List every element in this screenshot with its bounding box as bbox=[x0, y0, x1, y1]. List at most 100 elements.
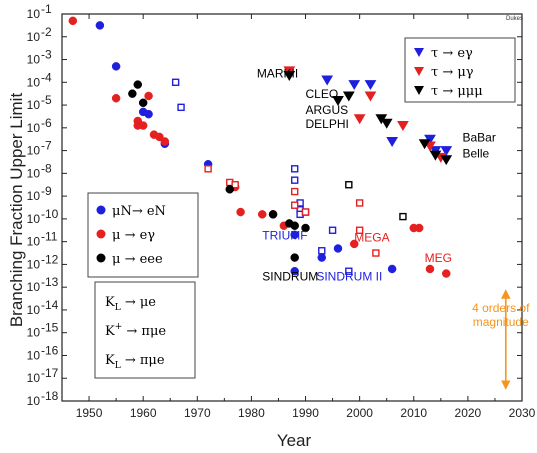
y-tick-label: 10 bbox=[27, 280, 41, 294]
point-μN-eN-open bbox=[328, 226, 337, 234]
point-μ-eγ-open bbox=[301, 208, 310, 216]
legend-marker bbox=[96, 253, 106, 263]
point-μ-eγ bbox=[160, 137, 170, 146]
point-μ-eee bbox=[301, 223, 310, 233]
legend-marker bbox=[414, 67, 424, 76]
y-tick-exponent: -7 bbox=[41, 139, 52, 153]
mu-legend-box bbox=[87, 192, 199, 278]
point-μ-eee-open bbox=[399, 212, 407, 221]
legend-marker bbox=[414, 86, 424, 95]
annotation-label: TRIUMF bbox=[262, 228, 307, 242]
legend-entry: τ → μγ bbox=[431, 65, 474, 80]
point-μ-eγ-open bbox=[372, 249, 380, 257]
point-μ-eγ bbox=[144, 91, 153, 101]
y-tick-exponent: -2 bbox=[41, 25, 52, 39]
point-τ-μμμ bbox=[380, 118, 393, 129]
arrow-note-text: 4 orders of bbox=[472, 301, 530, 315]
annotation-label: SINDRUM II bbox=[316, 269, 382, 283]
legend-marker bbox=[96, 229, 106, 239]
point-μN-eN bbox=[387, 264, 397, 274]
y-tick-label: 10 bbox=[27, 144, 41, 158]
legend-entry: μ → eγ bbox=[112, 228, 155, 243]
annotation-label: BaBar bbox=[462, 130, 495, 144]
y-tick-exponent: -16 bbox=[41, 343, 59, 357]
annotation-label: Belle bbox=[462, 146, 489, 160]
point-μ-eγ-open bbox=[204, 165, 212, 173]
point-μN-eN-open bbox=[291, 176, 299, 184]
point-μ-eγ bbox=[414, 223, 424, 233]
y-tick-label: 10 bbox=[27, 189, 41, 203]
y-tick-label: 10 bbox=[27, 235, 41, 249]
point-μN-eN bbox=[290, 266, 299, 276]
annotation-label: MEGA bbox=[354, 231, 389, 245]
point-μ-eγ bbox=[155, 132, 164, 142]
point-μN-eN bbox=[144, 109, 153, 119]
point-μ-eee bbox=[268, 210, 278, 219]
x-axis-title: Year bbox=[277, 431, 312, 450]
point-μ-eγ bbox=[68, 16, 78, 26]
kaon-legend-entry: KL → μe bbox=[105, 295, 156, 313]
y-tick-label: 10 bbox=[27, 371, 41, 385]
axes bbox=[61, 13, 523, 402]
x-tick-label: 2000 bbox=[346, 406, 373, 420]
legends: τ → eγ τ → μγ τ → μμμ μN→ eN μ → eγ μ → eee KL… bbox=[87, 37, 516, 379]
point-μN-eN-open bbox=[171, 78, 180, 86]
y-tick-exponent: -1 bbox=[41, 2, 52, 16]
y-tick-label: 10 bbox=[27, 75, 41, 89]
y-tick-exponent: -3 bbox=[41, 48, 52, 62]
legend-marker bbox=[96, 205, 106, 215]
y-tick-exponent: -9 bbox=[41, 184, 52, 198]
y-tick-exponent: -18 bbox=[41, 389, 59, 403]
y-axis-title: Branching Fraction Upper Limit bbox=[7, 93, 26, 328]
point-τ-eγ bbox=[386, 136, 398, 147]
legend-marker bbox=[414, 48, 424, 57]
point-μN-eN-open bbox=[177, 103, 185, 112]
x-tick-label: 2020 bbox=[455, 406, 482, 420]
point-τ-μμμ bbox=[440, 155, 453, 166]
point-μN-eN bbox=[111, 62, 121, 71]
arrow-note-text: magnitude bbox=[473, 315, 529, 329]
y-tick-label: 10 bbox=[27, 166, 41, 180]
point-μ-eee bbox=[225, 185, 235, 194]
point-τ-μμμ bbox=[429, 150, 442, 161]
point-τ-eγ bbox=[364, 80, 377, 91]
point-τ-μμμ bbox=[332, 96, 344, 106]
point-μ-eγ-open bbox=[291, 187, 299, 196]
y-tick-label: 10 bbox=[27, 121, 41, 135]
point-τ-μμμ bbox=[418, 139, 431, 150]
point-μ-eee bbox=[133, 80, 143, 89]
point-μ-eγ bbox=[257, 210, 267, 219]
point-μ-eγ bbox=[138, 121, 148, 130]
y-tick-exponent: -12 bbox=[41, 252, 59, 266]
x-tick-label: 1990 bbox=[292, 406, 319, 420]
point-μ-eee bbox=[128, 89, 137, 98]
y-tick-label: 10 bbox=[27, 303, 41, 317]
y-tick-label: 10 bbox=[27, 212, 41, 226]
point-μN-eN-open bbox=[318, 247, 326, 255]
point-μ-eγ-open bbox=[231, 181, 239, 189]
point-μ-eee bbox=[290, 253, 299, 262]
point-τ-μγ bbox=[397, 121, 409, 132]
y-tick-exponent: -4 bbox=[41, 70, 52, 84]
x-tick-label: 1960 bbox=[130, 406, 157, 420]
x-tick-label: 1950 bbox=[76, 406, 103, 420]
kaon-legend-entry: K+ → πμe bbox=[105, 322, 166, 339]
point-μ-eee bbox=[138, 98, 148, 108]
x-tick-label: 2010 bbox=[400, 406, 427, 420]
y-tick-exponent: -14 bbox=[41, 298, 59, 312]
point-μ-eγ bbox=[111, 93, 121, 103]
y-tick-exponent: -6 bbox=[41, 116, 52, 130]
point-μ-eγ-open bbox=[291, 201, 299, 209]
annotation-label: MARKII bbox=[257, 67, 298, 81]
point-μN-eN-open bbox=[345, 267, 353, 275]
legend-entry: μN→ eN bbox=[112, 204, 166, 219]
annotation-label: SINDRUM bbox=[262, 269, 318, 283]
point-μ-eγ bbox=[425, 264, 435, 274]
y-tick-label: 10 bbox=[27, 348, 41, 362]
point-τ-μγ bbox=[364, 91, 377, 102]
x-tick-label: 1980 bbox=[238, 406, 265, 420]
y-tick-label: 10 bbox=[27, 53, 41, 67]
